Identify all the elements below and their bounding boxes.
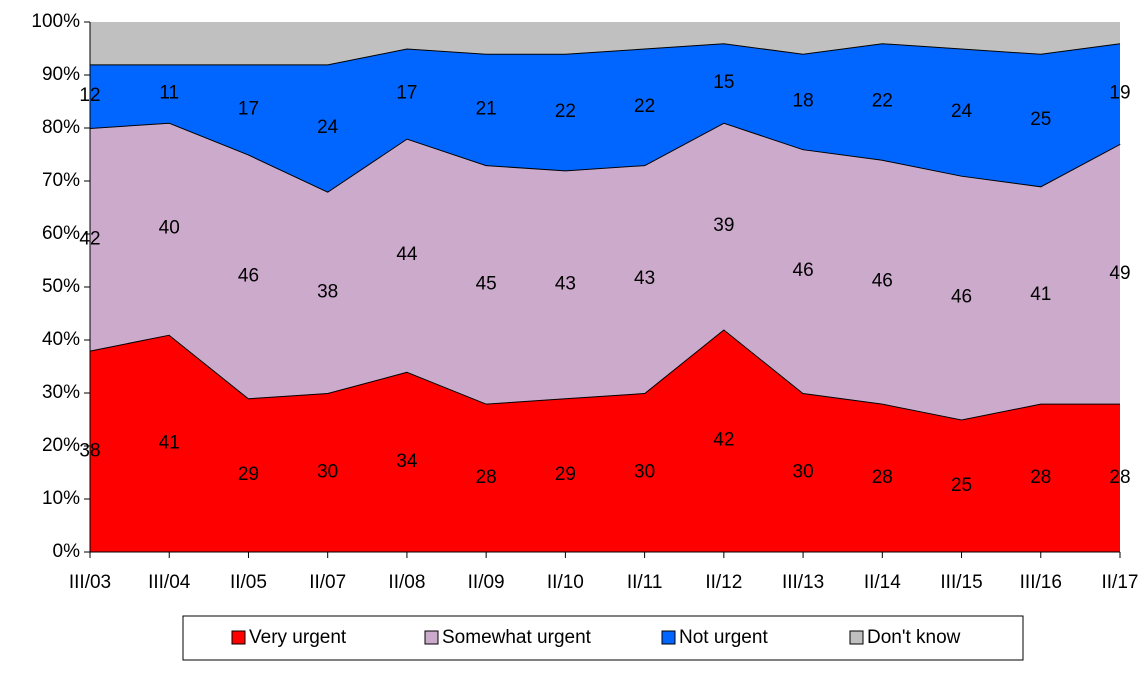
- legend-swatch: [231, 630, 246, 645]
- data-label: 43: [555, 273, 576, 294]
- data-label: 45: [476, 273, 497, 294]
- data-label: 38: [317, 281, 338, 302]
- area: [90, 329, 1120, 552]
- y-tick-label: 10%: [42, 488, 80, 509]
- data-label: 42: [713, 430, 734, 451]
- x-tick-label: II/05: [230, 572, 267, 593]
- y-tick-label: 30%: [42, 382, 80, 403]
- legend-label: Don't know: [867, 627, 961, 648]
- data-label: 28: [1030, 467, 1051, 488]
- data-label: 28: [872, 467, 893, 488]
- data-label: 17: [238, 98, 259, 119]
- area: [90, 22, 1120, 65]
- data-label: 28: [476, 467, 497, 488]
- x-tick-label: II/09: [468, 572, 505, 593]
- data-label: 24: [317, 117, 339, 138]
- x-tick-label: II/11: [627, 572, 663, 593]
- data-label: 46: [238, 265, 259, 286]
- area: [90, 43, 1120, 192]
- legend-label: Not urgent: [679, 627, 768, 648]
- data-label: 30: [317, 462, 338, 483]
- data-label: 46: [872, 271, 893, 292]
- y-tick-label: 40%: [42, 329, 80, 350]
- y-tick-label: 0%: [53, 541, 81, 562]
- data-label: 40: [159, 218, 180, 239]
- x-tick-label: II/08: [388, 572, 425, 593]
- x-tick-label: II/12: [705, 572, 742, 593]
- legend-swatch: [661, 630, 676, 645]
- data-label: 11: [159, 83, 179, 104]
- legend-label: Somewhat urgent: [442, 627, 592, 648]
- legend-label: Very urgent: [249, 627, 347, 648]
- x-tick-label: II/10: [547, 572, 584, 593]
- data-label: 22: [555, 101, 576, 122]
- data-label: 44: [396, 244, 418, 265]
- legend-swatch: [849, 630, 864, 645]
- y-tick-label: 50%: [42, 276, 80, 297]
- x-tick-label: III/15: [940, 572, 982, 593]
- data-label: 21: [476, 98, 497, 119]
- data-label: 18: [793, 91, 814, 112]
- data-label: 49: [1109, 263, 1130, 284]
- y-tick-label: 70%: [42, 170, 80, 191]
- y-tick-label: 20%: [42, 435, 80, 456]
- x-tick-label: II/17: [1102, 572, 1139, 593]
- x-tick-label: II/07: [309, 572, 346, 593]
- data-label: 15: [713, 72, 734, 93]
- data-label: 46: [951, 287, 972, 308]
- data-label: 25: [1030, 109, 1051, 130]
- data-label: 41: [1030, 284, 1051, 305]
- x-tick-label: III/03: [69, 572, 111, 593]
- data-label: 43: [634, 268, 655, 289]
- data-label: 34: [396, 451, 418, 472]
- y-tick-label: 80%: [42, 117, 80, 138]
- y-tick-label: 90%: [42, 64, 80, 85]
- data-label: 25: [951, 475, 972, 496]
- data-label: 29: [238, 464, 259, 485]
- data-label: 29: [555, 464, 576, 485]
- data-label: 30: [634, 462, 655, 483]
- x-tick-label: II/14: [864, 572, 901, 593]
- y-tick-label: 60%: [42, 223, 80, 244]
- data-label: 28: [1109, 467, 1130, 488]
- area: [90, 122, 1120, 420]
- x-tick-label: III/13: [782, 572, 824, 593]
- x-tick-label: III/04: [148, 572, 191, 593]
- data-label: 24: [951, 101, 973, 122]
- data-label: 22: [872, 91, 893, 112]
- data-label: 30: [793, 462, 814, 483]
- y-tick-label: 100%: [31, 11, 80, 32]
- data-label: 46: [793, 260, 814, 281]
- data-label: 39: [713, 215, 734, 236]
- data-label: 22: [634, 96, 655, 117]
- data-label: 17: [396, 83, 417, 104]
- data-label: 19: [1109, 83, 1130, 104]
- legend-box: [182, 615, 1024, 661]
- data-label: 41: [159, 432, 180, 453]
- legend-swatch: [424, 630, 439, 645]
- x-tick-label: III/16: [1020, 572, 1062, 593]
